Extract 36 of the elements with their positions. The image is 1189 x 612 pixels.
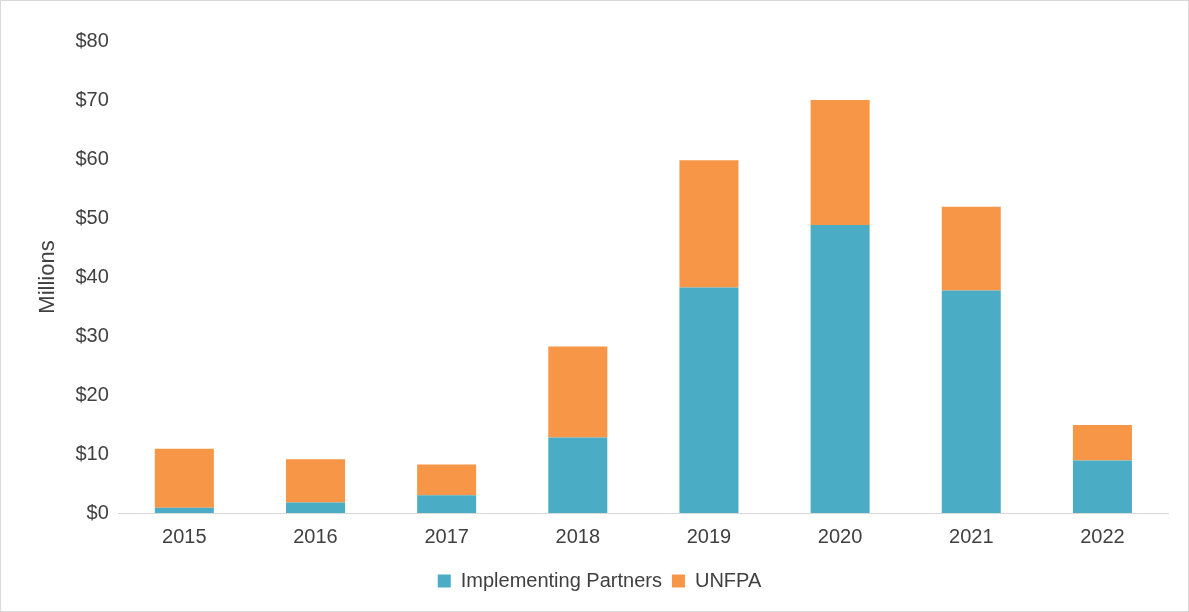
x-tick-label: 2019 [686,524,732,547]
bar [679,160,739,288]
y-tick-label: $10 [75,441,109,464]
x-tick-label: 2022 [1080,524,1125,547]
x-tick-label: 2017 [424,524,469,547]
bar [1072,425,1132,461]
y-tick-label: $70 [75,87,109,110]
x-tick-label: 2021 [949,524,994,547]
bar [417,464,477,496]
bar [548,437,608,513]
y-tick-label: $30 [75,323,109,346]
bar [810,100,870,226]
bar [548,346,608,438]
y-tick-label: $40 [75,264,109,287]
y-tick-label: $0 [86,500,109,523]
legend-label: UNFPA [694,568,762,591]
bar [285,459,346,503]
y-tick-label: $60 [75,146,109,169]
bar [154,448,214,508]
x-tick-label: 2016 [293,524,338,547]
y-tick-label: $80 [75,28,109,51]
bar [285,502,346,513]
y-tick-label: $20 [75,382,109,405]
x-tick-label: 2018 [555,524,601,547]
bar [810,225,870,513]
bar [679,287,739,513]
y-tick-label: $50 [75,205,109,228]
x-tick-label: 2020 [817,524,863,547]
legend-label: Implementing Partners [460,568,662,591]
bar [154,507,214,513]
y-axis-title: Millions [34,240,60,314]
bar [941,290,1001,513]
bar [941,206,1001,291]
bar [1072,460,1132,513]
x-tick-label: 2015 [162,524,207,547]
bar [417,495,477,513]
